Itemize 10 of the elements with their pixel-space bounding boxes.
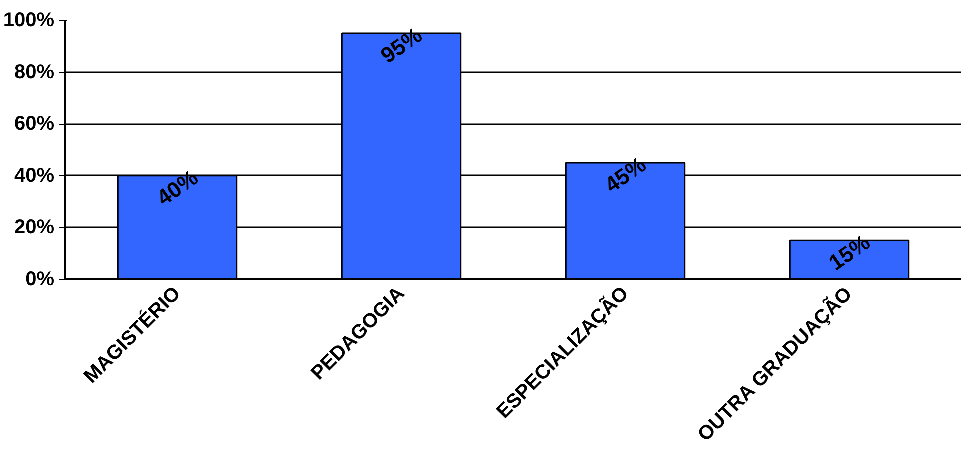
data-label: 95%: [376, 22, 427, 68]
data-label: 45%: [600, 152, 651, 198]
y-tick-label: 60%: [14, 113, 55, 136]
y-tick-label: 0%: [26, 268, 55, 290]
data-label: 15%: [824, 230, 875, 276]
y-tick-label: 20%: [14, 216, 55, 239]
y-tick-label: 80%: [14, 61, 55, 84]
data-label: 40%: [152, 165, 203, 211]
y-tick-label: 40%: [14, 164, 55, 187]
y-tick-label: 100%: [3, 10, 55, 32]
